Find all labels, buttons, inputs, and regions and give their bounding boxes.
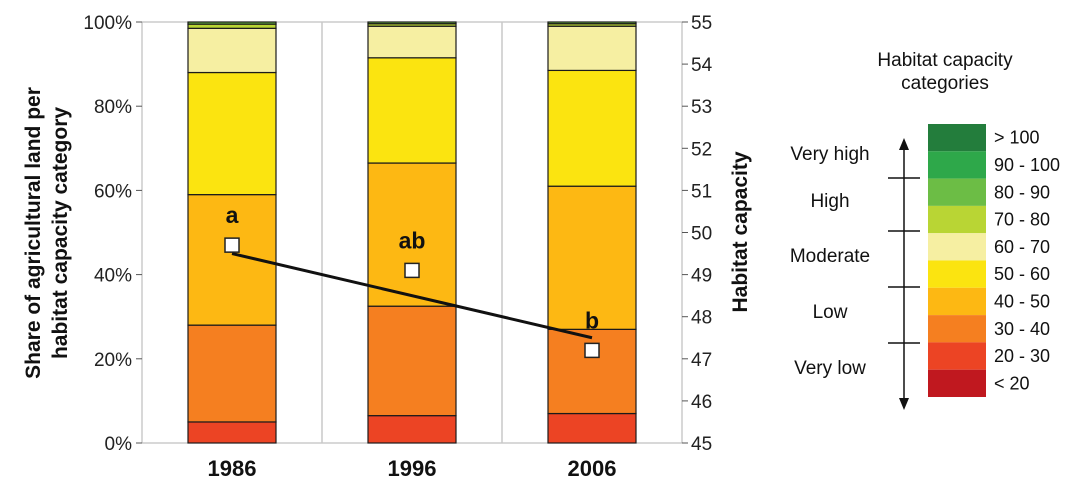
capacity-arrow-down-head [899, 398, 909, 410]
bar-segment [367, 57, 457, 164]
left-tick-label: 40% [94, 266, 132, 287]
mean-marker [584, 342, 600, 359]
left-tick-label: 60% [94, 181, 132, 202]
left-tick-label: 80% [94, 97, 132, 118]
left-tick-label: 100% [83, 13, 132, 34]
legend-label: 30 - 40 [994, 319, 1050, 339]
left-tick-label: 20% [94, 350, 132, 371]
left-tick-label: 0% [105, 434, 133, 455]
right-tick-label: 49 [691, 266, 712, 287]
bar-segment [367, 21, 457, 25]
legend-label: 40 - 50 [994, 291, 1050, 311]
bar-segment [187, 21, 277, 25]
bar-segment [547, 328, 637, 415]
legend-swatch [928, 151, 986, 179]
y-axis-title-line: Share of agricultural land per [22, 87, 45, 379]
legend-swatch [928, 233, 986, 261]
bar-segment [187, 421, 277, 444]
legend-label: < 20 [994, 373, 1030, 393]
legend-label: 60 - 70 [994, 237, 1050, 257]
legend-swatch [928, 260, 986, 288]
bar-segment [187, 23, 277, 29]
mean-marker [224, 237, 240, 253]
right-tick-label: 48 [691, 308, 712, 329]
legend-swatch [928, 287, 986, 316]
right-tick-label: 52 [691, 139, 712, 160]
x-category-label: 1986 [208, 456, 257, 481]
legend-swatch [928, 342, 986, 370]
right-tick-label: 51 [691, 181, 712, 202]
capacity-class-label: Low [813, 302, 848, 323]
capacity-class-label: High [810, 191, 849, 212]
bar-segment [367, 415, 457, 444]
axes: 0% 20% 40% 60% 80% 100% 45 46 47 48 49 50 51 52 53 54 55… [22, 13, 752, 481]
x-category-label: 1996 [388, 456, 437, 481]
legend-title-line: categories [901, 73, 989, 94]
legend-label: 50 - 60 [994, 264, 1050, 284]
legend-label: 90 - 100 [994, 155, 1060, 175]
bar-segment [187, 27, 277, 74]
bar-segment [187, 324, 277, 423]
legend-swatch [928, 178, 986, 206]
legend-swatch [928, 315, 986, 343]
trend-line [231, 252, 593, 340]
right-tick-label: 45 [691, 434, 712, 455]
significance-label: b [585, 307, 599, 333]
significance-label: a [226, 202, 239, 228]
bar-segment [187, 71, 277, 196]
bar-segment [547, 412, 637, 444]
bar-segment [547, 185, 637, 330]
plot-area: a ab b [141, 21, 683, 444]
legend-swatch [928, 124, 986, 152]
capacity-class-label: Very high [790, 144, 869, 165]
bar-segment [367, 25, 457, 59]
bar-segment [367, 305, 457, 417]
legend-title-line: Habitat capacity [877, 50, 1013, 71]
capacity-class-label: Very low [794, 358, 866, 379]
bar-segment [367, 162, 457, 307]
mean-marker [404, 262, 420, 279]
significance-label: ab [399, 227, 426, 253]
capacity-arrow-up-head [899, 138, 909, 150]
legend-title: Habitat capacity categories [877, 50, 1013, 94]
right-tick-label: 50 [691, 224, 712, 245]
legend-label: > 100 [994, 128, 1040, 148]
bar-segment [547, 21, 637, 25]
capacity-class-label: Moderate [790, 246, 870, 267]
legend: Habitat capacity categories > 100 90 - 100 8… [790, 50, 1060, 410]
bar-segment [547, 69, 637, 187]
legend-swatch [928, 205, 986, 234]
y-axis-title: Share of agricultural land per habitat ca… [22, 87, 72, 379]
legend-label: 80 - 90 [994, 182, 1050, 202]
legend-swatch [928, 369, 986, 397]
y2-axis-title: Habitat capacity [729, 151, 752, 312]
right-tick-label: 55 [691, 13, 712, 34]
right-tick-label: 46 [691, 392, 712, 413]
legend-label: 70 - 80 [994, 210, 1050, 230]
y-axis-title-line: habitat capacity category [49, 107, 72, 359]
right-tick-label: 53 [691, 97, 712, 118]
legend-label: 20 - 30 [994, 346, 1050, 366]
x-category-label: 2006 [568, 456, 617, 481]
bar-segment [547, 25, 637, 72]
right-tick-label: 54 [691, 55, 713, 76]
right-tick-label: 47 [691, 350, 712, 371]
